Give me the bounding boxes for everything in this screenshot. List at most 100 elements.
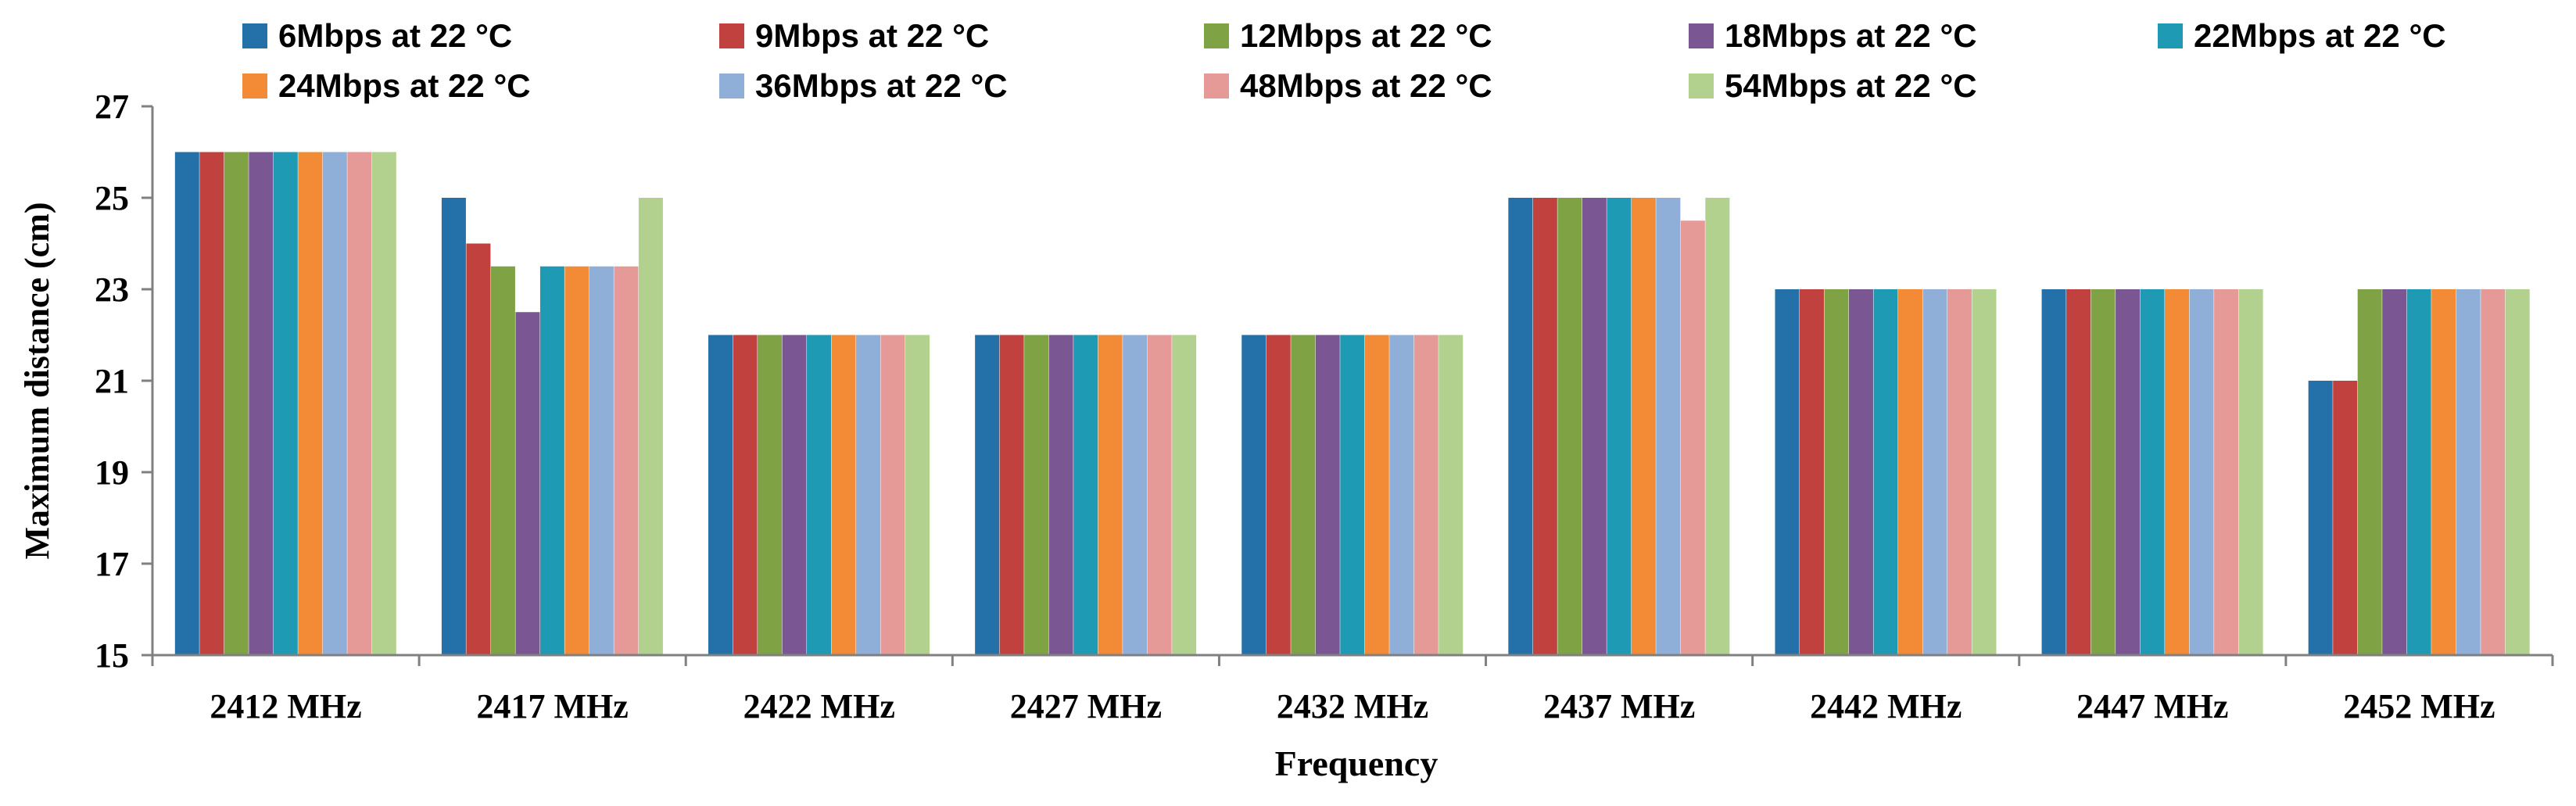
bar [1147, 335, 1172, 655]
bar [2333, 381, 2358, 655]
bar [831, 335, 856, 655]
x-tick-label: 2432 MHz [1277, 687, 1428, 725]
bar [2041, 289, 2066, 655]
bar [1413, 335, 1438, 655]
bar [638, 198, 663, 655]
x-tick-label: 2442 MHz [1810, 687, 1962, 725]
bar [322, 152, 347, 655]
bar [1266, 335, 1291, 655]
bar [1607, 198, 1632, 655]
legend-label: 6Mbps at 22 °C [278, 17, 512, 54]
bar [371, 152, 396, 655]
bar [1364, 335, 1389, 655]
y-tick-label: 27 [95, 88, 129, 126]
bar [1656, 198, 1681, 655]
legend-swatch [242, 23, 267, 48]
bar [1024, 335, 1049, 655]
x-tick-label: 2427 MHz [1010, 687, 1162, 725]
bar [975, 335, 1000, 655]
bar [2066, 289, 2091, 655]
legend-swatch [242, 73, 267, 99]
bar [2116, 289, 2141, 655]
legend-label: 54Mbps at 22 °C [1725, 67, 1977, 104]
y-tick-label: 15 [95, 636, 129, 675]
bar [249, 152, 274, 655]
bar [1897, 289, 1922, 655]
bar [174, 152, 199, 655]
bar [1123, 335, 1148, 655]
bar [1241, 335, 1267, 655]
bar [2214, 289, 2239, 655]
legend-label: 24Mbps at 22 °C [278, 67, 531, 104]
legend-swatch [1204, 23, 1229, 48]
bar [1389, 335, 1414, 655]
bar [2505, 289, 2530, 655]
bar [1799, 289, 1824, 655]
bar [856, 335, 881, 655]
bar [1972, 289, 1997, 655]
bar [515, 312, 540, 655]
bar [564, 266, 589, 655]
bar [2431, 289, 2456, 655]
bar [1824, 289, 1849, 655]
bar [347, 152, 372, 655]
bar [2382, 289, 2407, 655]
legend-swatch [1689, 23, 1714, 48]
bar [614, 266, 639, 655]
bar [2140, 289, 2165, 655]
bar [298, 152, 323, 655]
legend-swatch [1689, 73, 1714, 99]
bar [1532, 198, 1557, 655]
bar [490, 266, 515, 655]
bar [2165, 289, 2190, 655]
bar [1680, 220, 1705, 655]
bar [224, 152, 249, 655]
bar [589, 266, 614, 655]
bar [2091, 289, 2116, 655]
bar [2189, 289, 2214, 655]
legend-swatch [2158, 23, 2183, 48]
axes: 15 17 19 21 23 25 27 2412 MHz 2417 MHz 2422 MHz 24… [95, 88, 2554, 725]
bar [1048, 335, 1073, 655]
y-tick-label: 21 [95, 362, 129, 400]
legend-swatch [719, 73, 744, 99]
x-tick-label: 2412 MHz [210, 687, 361, 725]
bar [1873, 289, 1898, 655]
bar [1775, 289, 1800, 655]
bar [1315, 335, 1340, 655]
bar [199, 152, 224, 655]
bar [2238, 289, 2263, 655]
bar [999, 335, 1024, 655]
legend-label: 18Mbps at 22 °C [1725, 17, 1977, 54]
legend-swatch [1204, 73, 1229, 99]
bar [1172, 335, 1197, 655]
x-tick-label: 2422 MHz [743, 687, 895, 725]
bar [2406, 289, 2431, 655]
bar [1631, 198, 1656, 655]
legend-label: 48Mbps at 22 °C [1240, 67, 1492, 104]
bar [466, 243, 491, 655]
bar [1557, 198, 1582, 655]
bar [1438, 335, 1464, 655]
bar [1098, 335, 1123, 655]
bar [758, 335, 783, 655]
x-axis-label: Frequency [1275, 743, 1438, 783]
bar [1922, 289, 1947, 655]
bar [1705, 198, 1730, 655]
x-tick-label: 2447 MHz [2076, 687, 2228, 725]
legend-label: 22Mbps at 22 °C [2194, 17, 2446, 54]
bar [441, 198, 466, 655]
y-tick-label: 19 [95, 453, 129, 492]
bar [2308, 381, 2333, 655]
bar [905, 335, 930, 655]
bar [1508, 198, 1533, 655]
bar [2481, 289, 2506, 655]
bar [733, 335, 758, 655]
bar [1582, 198, 1607, 655]
legend-label: 9Mbps at 22 °C [755, 17, 989, 54]
x-tick-label: 2452 MHz [2343, 687, 2495, 725]
y-tick-label: 23 [95, 270, 129, 309]
bar [880, 335, 905, 655]
